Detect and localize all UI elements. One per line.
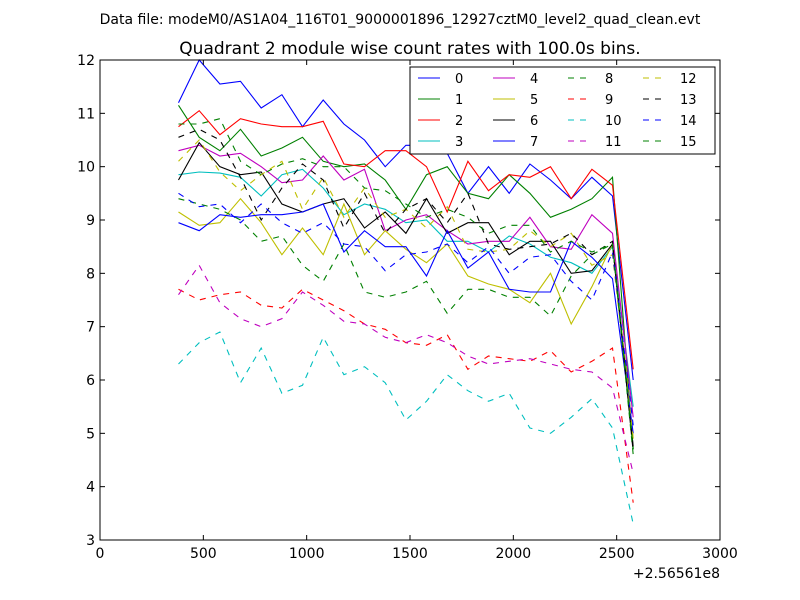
legend-label-7: 7 — [530, 135, 538, 150]
series-line-2 — [178, 109, 634, 370]
y-tick-label: 11 — [77, 106, 95, 122]
plot-lines — [178, 59, 634, 525]
legend-label-2: 2 — [455, 114, 463, 129]
legend-label-1: 1 — [455, 93, 463, 108]
legend-frame — [409, 66, 716, 155]
series-line-7 — [178, 203, 634, 434]
y-tick-label: 10 — [77, 160, 95, 176]
x-tick-label: 3000 — [702, 546, 738, 562]
y-tick-label: 12 — [77, 53, 95, 69]
legend-label-0: 0 — [455, 72, 463, 87]
chart-title: Quadrant 2 module wise count rates with … — [179, 39, 640, 59]
x-tick-label: 500 — [190, 546, 217, 562]
series-line-5 — [178, 197, 634, 439]
y-tick-label: 9 — [86, 213, 95, 229]
legend-label-15: 15 — [680, 135, 697, 150]
series-line-11 — [178, 264, 634, 474]
series-line-3 — [178, 168, 634, 407]
y-tick-label: 7 — [86, 320, 95, 336]
series-line-14 — [178, 192, 634, 426]
y-tick-label: 4 — [86, 480, 95, 496]
series-line-8 — [178, 198, 634, 455]
y-tick-label: 5 — [86, 426, 95, 442]
legend-label-11: 11 — [605, 135, 622, 150]
series-line-10 — [178, 331, 634, 525]
series-line-13 — [178, 128, 634, 453]
figure-suptitle: Data file: modeM0/AS1A04_116T01_90000018… — [100, 12, 701, 28]
legend-label-14: 14 — [680, 114, 697, 129]
series-line-0 — [178, 59, 634, 381]
x-tick-label: 0 — [96, 546, 105, 562]
legend-label-13: 13 — [680, 93, 697, 108]
x-tick-label: 1000 — [289, 546, 325, 562]
legend-label-3: 3 — [455, 135, 463, 150]
x-tick-label: 2500 — [599, 546, 635, 562]
legend-label-6: 6 — [530, 114, 538, 129]
y-tick-label: 6 — [86, 373, 95, 389]
legend-label-4: 4 — [530, 72, 538, 87]
series-line-4 — [178, 144, 634, 418]
legend-label-10: 10 — [605, 114, 622, 129]
legend-label-12: 12 — [680, 72, 697, 87]
legend-label-9: 9 — [605, 93, 613, 108]
x-tick-label: 2000 — [496, 546, 532, 562]
x-offset-label: +2.56561e8 — [633, 566, 720, 582]
series-line-15 — [178, 118, 634, 450]
y-tick-label: 8 — [86, 266, 95, 282]
y-tick-label: 3 — [86, 533, 95, 549]
legend-label-8: 8 — [605, 72, 613, 87]
x-tick-label: 1500 — [392, 546, 428, 562]
legend-label-5: 5 — [530, 93, 538, 108]
series-line-6 — [178, 141, 634, 447]
